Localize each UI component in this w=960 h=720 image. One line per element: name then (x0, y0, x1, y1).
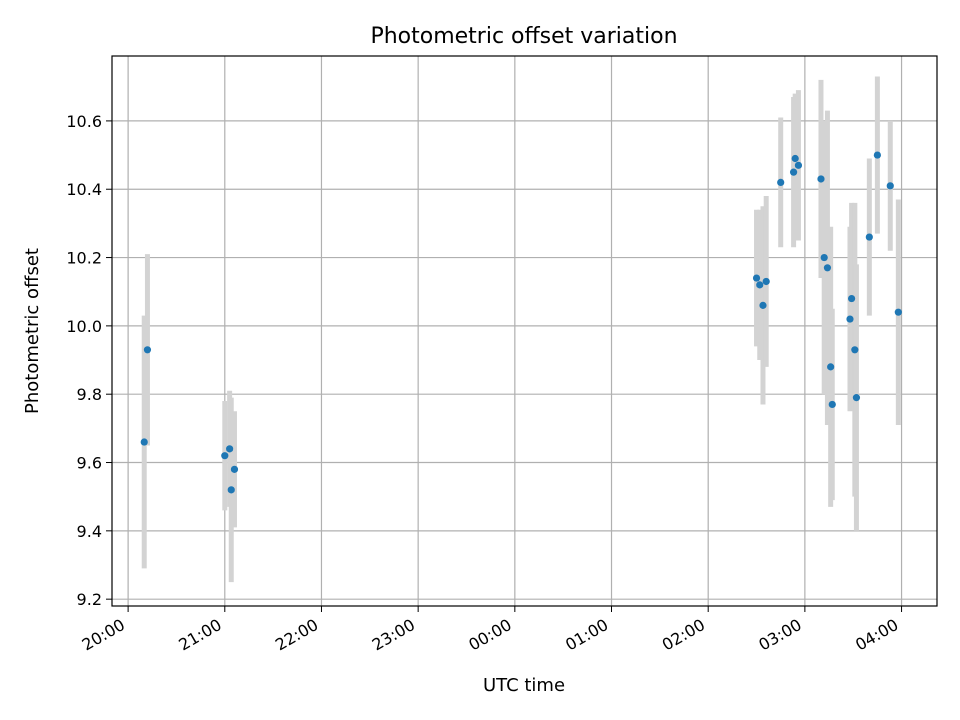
data-point (789, 168, 798, 176)
x-axis-ticks: 20:00 21:00 22:00 23:00 00:00 01:00 02:00 03:00… (79, 606, 903, 655)
x-tick-label: 01:00 (562, 615, 611, 655)
x-tick-label: 23:00 (369, 615, 418, 655)
x-tick-label: 20:00 (79, 615, 128, 655)
y-tick-label: 9.4 (77, 522, 102, 541)
data-point (846, 315, 854, 323)
x-tick-label: 00:00 (465, 615, 514, 655)
x-axis-label: UTC time (483, 675, 565, 696)
y-tick-label: 9.2 (77, 590, 102, 609)
data-point (894, 308, 902, 316)
y-axis-ticks: 9.2 9.4 9.6 9.8 10.0 10.2 10.4 10.6 (66, 112, 112, 609)
y-tick-label: 10.0 (66, 317, 102, 336)
data-point (759, 301, 767, 309)
data-point (827, 363, 835, 371)
data-point (794, 161, 803, 169)
data-point (886, 182, 894, 190)
x-tick-label: 02:00 (659, 615, 708, 655)
y-tick-label: 10.6 (66, 112, 102, 131)
data-point (140, 438, 148, 446)
x-tick-label: 22:00 (272, 615, 321, 655)
data-point (791, 154, 799, 163)
error-bars (141, 76, 901, 583)
x-tick-label: 04:00 (852, 615, 901, 655)
data-point (752, 274, 761, 282)
data-point (817, 175, 825, 183)
x-tick-label: 21:00 (175, 615, 224, 655)
data-points (140, 151, 902, 494)
y-axis-label: Photometric offset (22, 248, 43, 414)
y-tick-label: 10.2 (66, 249, 102, 268)
y-tick-label: 9.8 (77, 385, 102, 404)
data-point (851, 346, 859, 354)
data-point (762, 277, 770, 286)
data-point (823, 264, 832, 272)
data-point (852, 394, 861, 402)
y-tick-label: 10.4 (66, 180, 102, 199)
data-point (221, 452, 229, 460)
data-point (227, 486, 235, 494)
data-point (820, 253, 828, 262)
grid (112, 56, 937, 606)
data-point (226, 445, 234, 453)
data-point (230, 465, 239, 473)
x-tick-label: 03:00 (755, 615, 804, 655)
data-point (847, 294, 856, 303)
y-tick-label: 9.6 (77, 454, 102, 473)
data-point (756, 281, 764, 289)
data-point (865, 233, 873, 241)
data-point (873, 151, 881, 159)
data-point (828, 400, 836, 409)
plot-frame (111, 55, 938, 607)
data-point (143, 346, 152, 354)
chart-title: Photometric offset variation (370, 24, 677, 49)
data-point (777, 178, 785, 186)
